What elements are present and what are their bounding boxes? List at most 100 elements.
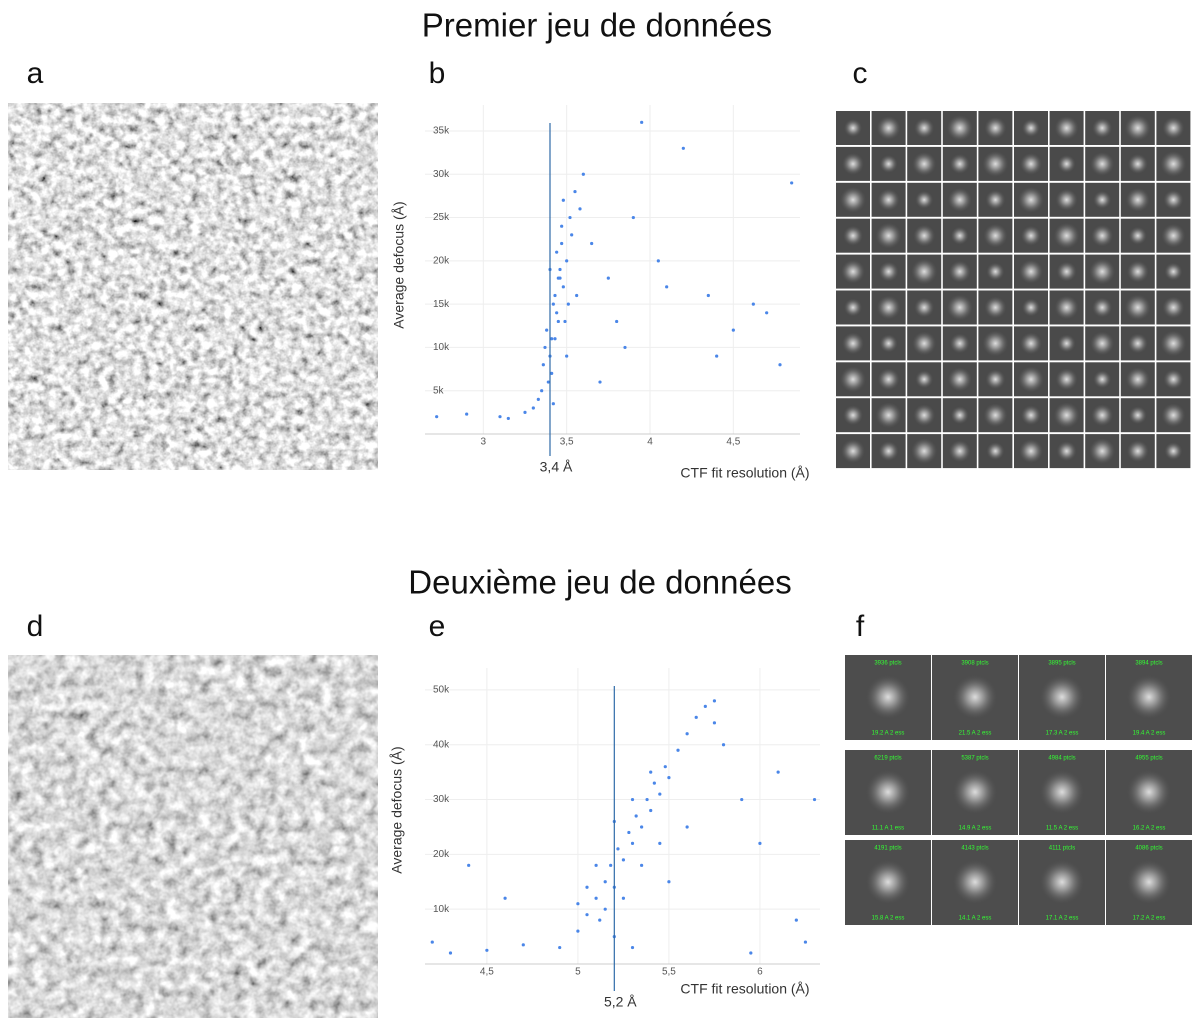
class-blob [1125, 187, 1150, 212]
point [545, 328, 549, 332]
class-resolution: 17.3 A 2 ess [1046, 731, 1079, 737]
point [685, 732, 689, 736]
point [430, 940, 434, 944]
panel-label: d [27, 610, 44, 643]
class-blob [912, 151, 937, 176]
class-blob [1054, 295, 1079, 320]
point [594, 896, 598, 900]
point [498, 415, 502, 419]
class-blob [915, 370, 934, 389]
point [556, 319, 560, 324]
x-tick-label: 3,5 [560, 437, 574, 448]
class-resolution: 11.5 A 2 ess [1046, 826, 1078, 832]
class-blob [1092, 297, 1113, 318]
class-blob [1040, 770, 1084, 814]
class-blob [1090, 151, 1115, 176]
point [712, 699, 717, 703]
class-blob [1022, 119, 1040, 137]
point [543, 345, 547, 350]
point [561, 198, 565, 202]
point [751, 302, 755, 306]
class-blob [1056, 261, 1077, 282]
point [603, 880, 607, 884]
class-blob [986, 442, 1005, 461]
point [694, 715, 698, 719]
class-blob [1126, 440, 1149, 463]
y-tick-label: 40k [433, 739, 450, 750]
class-blob [1161, 403, 1186, 428]
point [640, 863, 644, 867]
class-blob [1022, 298, 1040, 317]
class-blob [1040, 675, 1084, 719]
point [731, 328, 735, 332]
marker-label: 3,4 Å [540, 459, 573, 475]
class-blob [866, 675, 910, 719]
point [560, 241, 564, 246]
class-blob [947, 187, 972, 212]
point [634, 814, 638, 818]
class-resolution: 21.5 A 2 ess [959, 731, 992, 737]
point [570, 233, 574, 237]
class-blob [914, 118, 935, 138]
point [467, 863, 471, 867]
x-tick-label: 4,5 [726, 437, 740, 448]
class-blob [986, 262, 1005, 281]
class-count: 4984 ptcls [1048, 756, 1075, 762]
class-blob [949, 153, 970, 174]
point [598, 918, 602, 922]
class-count: 5387 ptcls [961, 756, 988, 762]
class-blob [1054, 116, 1079, 140]
class-blob [1124, 294, 1151, 321]
class-blob [878, 261, 899, 282]
class-blob [950, 406, 969, 425]
class-blob [1056, 441, 1077, 462]
point [658, 792, 662, 796]
point [640, 120, 644, 124]
class-blob [1018, 186, 1044, 213]
point [649, 808, 653, 813]
class-averages-grid [836, 111, 1191, 469]
class-blob [841, 259, 865, 284]
class-blob [1091, 404, 1114, 427]
point [521, 943, 525, 947]
class-blob [844, 119, 862, 137]
class-blob [913, 404, 936, 427]
class-blob [1128, 406, 1147, 425]
class-blob [950, 226, 969, 245]
class-blob [843, 225, 863, 246]
class-blob [1018, 366, 1044, 393]
class-blob [1127, 770, 1171, 814]
class-blob [1055, 188, 1078, 211]
y-tick-label: 20k [433, 255, 450, 266]
point [749, 951, 753, 955]
point [778, 363, 782, 367]
class-blob [879, 154, 898, 173]
point [681, 146, 685, 150]
class-blob [953, 675, 997, 719]
point [550, 337, 554, 341]
class-resolution: 19.2 A 2 ess [872, 731, 905, 737]
class-blob [1163, 189, 1184, 210]
class-resolution: 16.2 A 2 ess [1133, 826, 1166, 832]
class-blob [946, 115, 973, 141]
class-count: 3908 ptcls [961, 661, 988, 667]
x-tick-label: 6 [757, 967, 763, 978]
class-blob [1089, 258, 1116, 285]
point [623, 345, 627, 350]
class-blob [866, 860, 910, 904]
title: Premier jeu de données [422, 7, 772, 44]
point [627, 830, 631, 835]
class-blob [948, 440, 971, 463]
y-tick-label: 15k [433, 299, 450, 310]
point [616, 847, 620, 851]
point [575, 293, 579, 298]
point [558, 945, 562, 950]
class-blob [911, 438, 938, 465]
point [667, 776, 671, 780]
class-blob [983, 223, 1008, 248]
class-count: 3895 ptcls [1048, 661, 1075, 667]
point [576, 929, 580, 933]
class-blob [984, 296, 1007, 319]
point [541, 363, 545, 367]
point [663, 765, 667, 769]
